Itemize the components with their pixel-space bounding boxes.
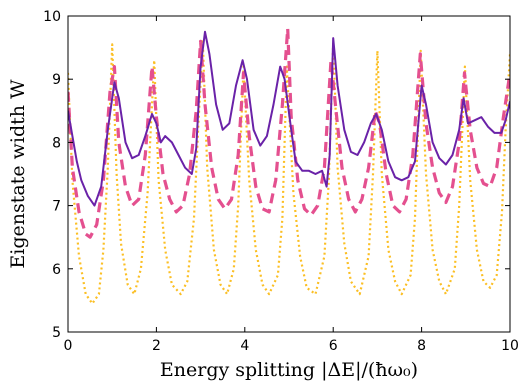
- x-axis-label: Energy splitting |ΔE|/(ħω₀): [160, 359, 418, 381]
- x-tick-label: 8: [417, 338, 426, 354]
- x-tick-label: 0: [64, 338, 73, 354]
- series-line-solid: [68, 30, 510, 207]
- ticks-layer: 0 2 4 6 8 10 5 6 7 8 9 10: [43, 9, 519, 354]
- y-tick-label: 5: [52, 325, 61, 341]
- y-tick-label: 10: [43, 9, 61, 25]
- y-axis-label: Eigenstate width W: [7, 79, 29, 269]
- series-line-dotted: [68, 40, 510, 305]
- x-tick-label: 2: [152, 338, 161, 354]
- y-tick-label: 9: [52, 72, 61, 88]
- plot-frame: [67, 15, 511, 333]
- x-tick-label: 4: [240, 338, 249, 354]
- x-tick-label: 10: [501, 338, 519, 354]
- series-layer: [68, 27, 510, 305]
- y-tick-label: 8: [52, 135, 61, 151]
- x-tick-label: 6: [329, 338, 338, 354]
- y-tick-label: 7: [52, 199, 61, 215]
- y-tick-label: 6: [52, 262, 61, 278]
- series-line-dashed: [68, 27, 510, 239]
